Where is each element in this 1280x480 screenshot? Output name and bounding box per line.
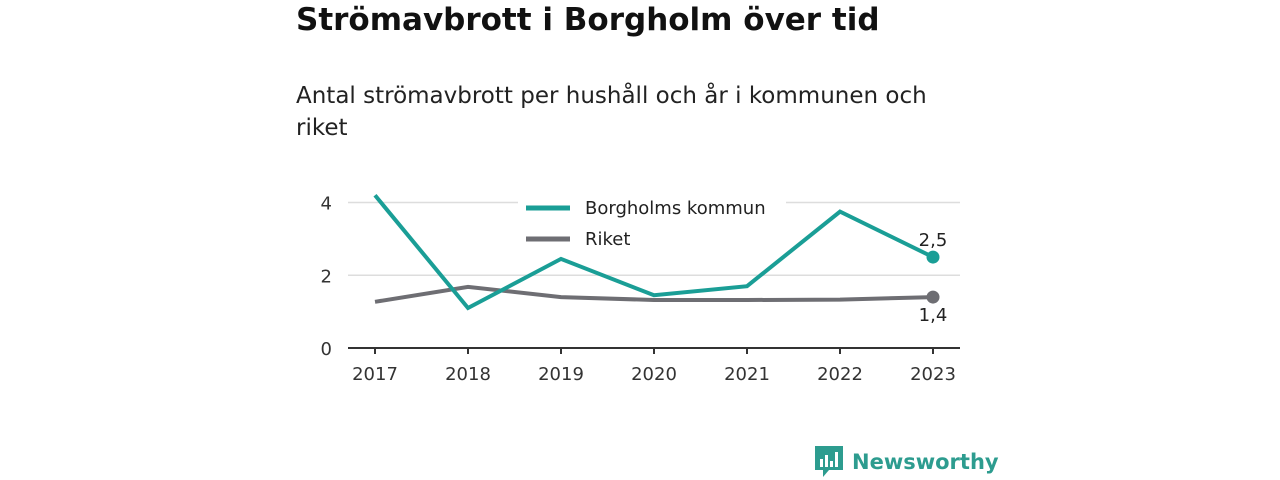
chart-subtitle: Antal strömavbrott per hushåll och år i … (296, 83, 927, 141)
end-marker (926, 290, 940, 304)
legend-background (518, 190, 786, 252)
newsworthy-logo-icon (815, 446, 843, 477)
end-label: 1,4 (919, 305, 948, 326)
brand-logo: Newsworthy (815, 446, 999, 478)
legend-label: Borgholms kommun (585, 198, 766, 219)
brand-name: Newsworthy (852, 450, 999, 474)
x-tick-label: 2020 (631, 364, 677, 385)
series-line-0 (373, 193, 934, 311)
x-tick-label: 2019 (538, 364, 584, 385)
series-line-1 (374, 284, 934, 304)
y-tick-label: 4 (321, 194, 332, 215)
line-chart: 0 2 4 2017 2018 2019 2020 2021 2022 2023 Borgholms… (320, 190, 960, 385)
x-tick-label: 2017 (352, 364, 398, 385)
end-marker (926, 250, 940, 264)
legend-label: Riket (585, 229, 630, 250)
end-label: 2,5 (919, 230, 948, 251)
x-tick-label: 2021 (724, 364, 770, 385)
x-tick-label: 2023 (910, 364, 956, 385)
chart-title: Strömavbrott i Borgholm över tid (296, 2, 880, 38)
y-tick-label: 0 (321, 339, 332, 360)
y-tick-label: 2 (321, 266, 332, 287)
x-tick-label: 2018 (445, 364, 491, 385)
x-tick-label: 2022 (817, 364, 863, 385)
